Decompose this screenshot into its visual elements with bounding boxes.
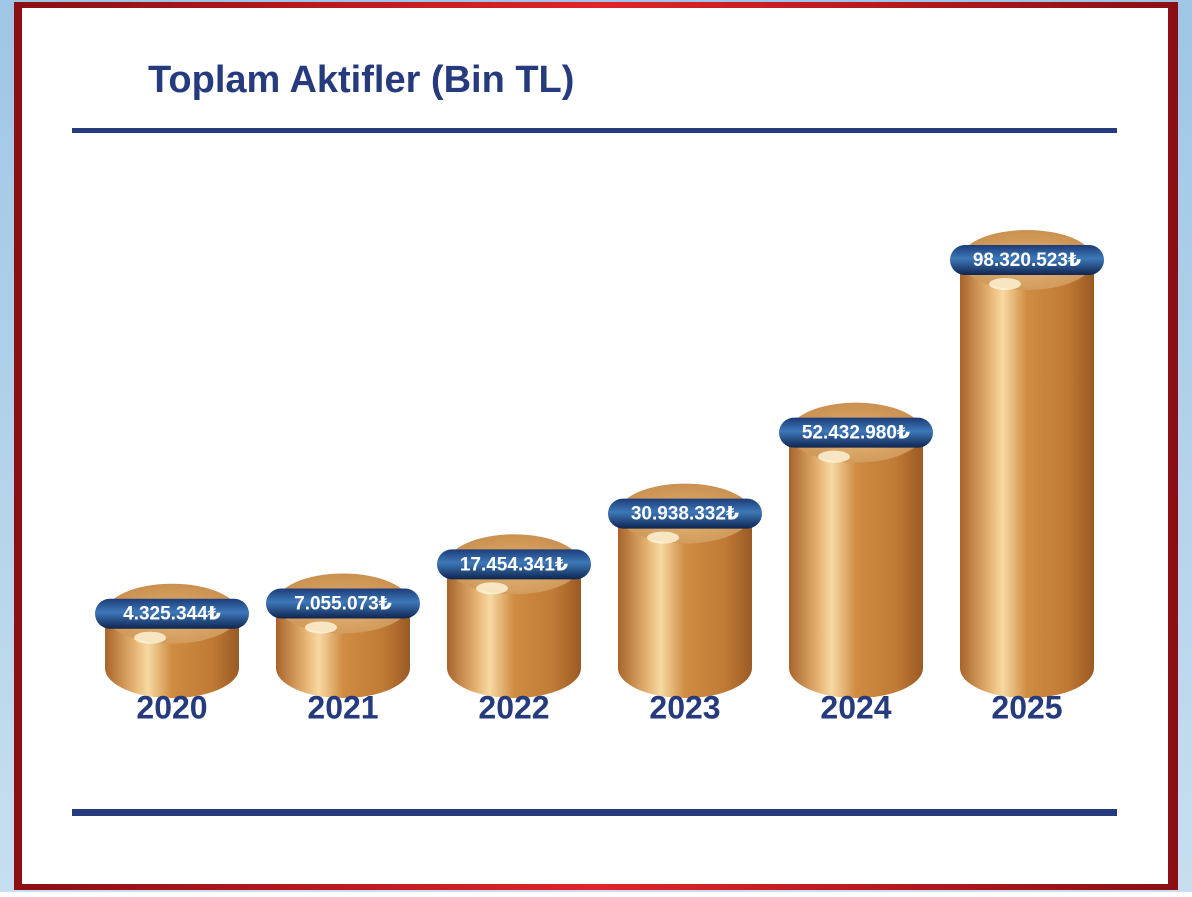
x-tick-label: 2025	[991, 689, 1062, 725]
x-tick-label: 2024	[820, 689, 891, 725]
value-label: 7.055.073₺	[294, 593, 392, 614]
value-label: 4.325.344₺	[123, 604, 221, 625]
x-tick-label: 2023	[649, 689, 720, 725]
x-tick-label: 2021	[307, 689, 378, 725]
value-label: 17.454.341₺	[460, 554, 568, 575]
divider	[72, 809, 1117, 816]
chart: Toplam Aktifler (Bin TL) 4.325.344₺ 2020 7…	[0, 0, 1192, 892]
highlight	[989, 278, 1021, 290]
value-label: 30.938.332₺	[631, 504, 739, 525]
x-tick-label: 2022	[478, 689, 549, 725]
highlight	[647, 532, 679, 544]
highlight	[305, 621, 337, 633]
x-tick-label: 2020	[136, 689, 207, 725]
value-label: 52.432.980₺	[802, 423, 910, 444]
cylinder	[960, 230, 1094, 698]
value-label: 98.320.523₺	[973, 250, 1081, 271]
highlight	[818, 451, 850, 463]
highlight	[134, 632, 166, 644]
chart-title: Toplam Aktifler (Bin TL)	[148, 59, 574, 101]
divider	[72, 128, 1117, 133]
highlight	[476, 582, 508, 594]
cylinder-body	[960, 260, 1094, 698]
cylinder-body	[789, 433, 923, 698]
